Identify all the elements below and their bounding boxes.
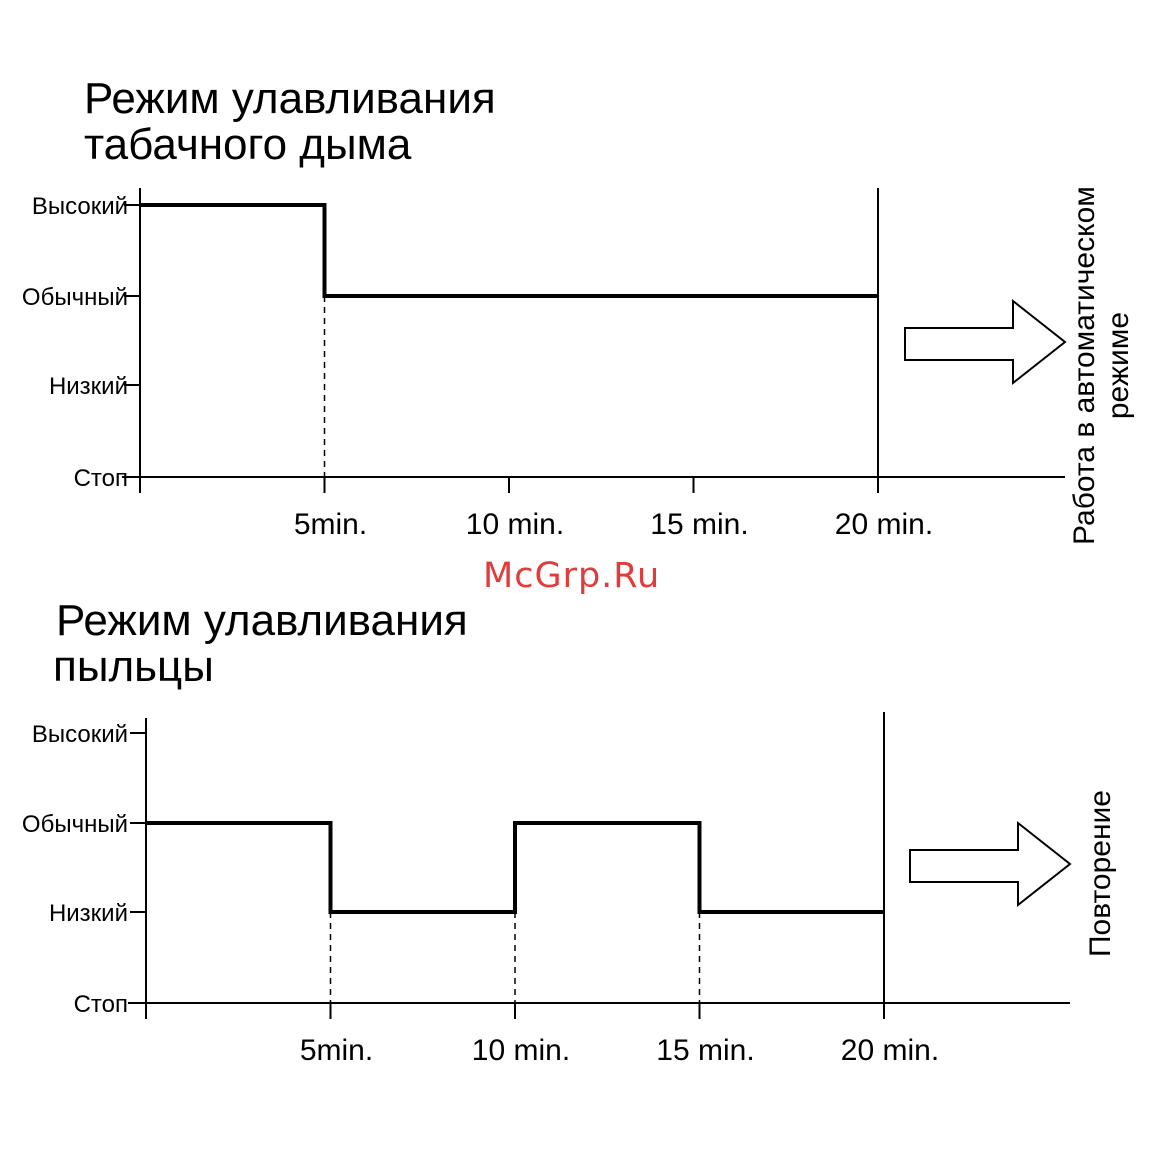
chart-1-tobacco-smoke: Стоп Низкий Обычный Высокий 5min. 10 min. 15 m…: [22, 188, 1067, 541]
chart-2-title-line-2: пыльцы: [53, 642, 214, 691]
chart-2-x-tick-label: 5min.: [300, 1034, 373, 1067]
chart-2-title: Режим улавливания пыльцы: [53, 596, 468, 691]
chart-1-x-tick-label: 10 min.: [466, 508, 564, 541]
chart-2-y-tick-label: Низкий: [49, 900, 128, 927]
chart-2-y-tick-label: Высокий: [32, 721, 128, 748]
chart-1-y-tick-label: Высокий: [32, 193, 128, 220]
chart-1-title: Режим улавливания табачного дыма: [84, 76, 496, 168]
chart-2-y-tick-label: Стоп: [74, 991, 128, 1018]
chart-1-title-line-2: табачного дыма: [84, 120, 412, 169]
chart-1-y-tick-label: Стоп: [74, 465, 128, 492]
chart-1-y-tick-label: Низкий: [49, 373, 128, 400]
chart-2-x-tick-label: 20 min.: [841, 1034, 939, 1067]
chart-2-title-line-1: Режим улавливания: [56, 596, 468, 645]
chart-2-y-tick-label: Обычный: [22, 811, 128, 838]
chart-1-x-tick-label: 15 min.: [650, 508, 748, 541]
chart-1-x-tick-label: 5min.: [294, 508, 367, 541]
chart-2-pollen: Стоп Низкий Обычный Высокий 5min. 10 min. 15 m…: [22, 712, 1072, 1067]
chart-1-series-line: [140, 203, 878, 298]
chart-1-y-tick-label: Обычный: [22, 284, 128, 311]
watermark: McGrp.Ru: [483, 556, 661, 596]
chart-2-x-tick-label: 15 min.: [656, 1034, 754, 1067]
chart-1-x-tick-label: 20 min.: [835, 508, 933, 541]
chart-2-series-line: [146, 821, 884, 914]
chart-2-arrow-icon: [909, 820, 1072, 908]
chart-1-arrow-icon: [904, 298, 1067, 386]
chart-2-x-tick-label: 10 min.: [472, 1034, 570, 1067]
chart-1-title-line-1: Режим улавливания: [84, 74, 496, 123]
